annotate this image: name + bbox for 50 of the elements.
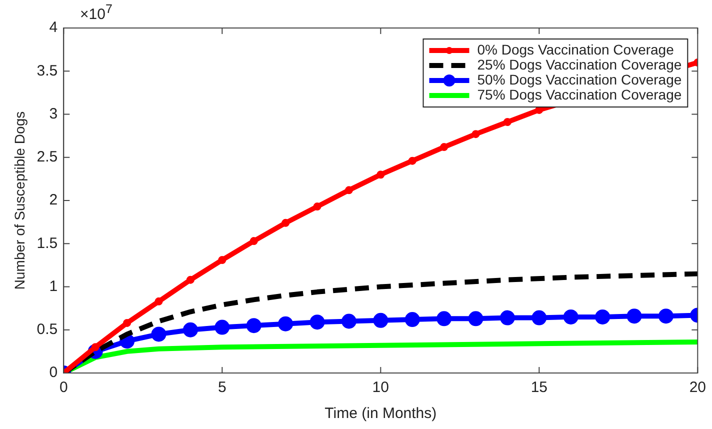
point <box>436 311 452 326</box>
x-axis-title: Time (in Months) <box>324 405 437 422</box>
point <box>250 237 258 246</box>
legend-label: 25% Dogs Vaccination Coverage <box>477 56 682 72</box>
y-tick-label: 0.5 <box>36 321 58 338</box>
point <box>186 276 194 284</box>
y-tick-label: 1 <box>49 278 58 295</box>
point <box>123 318 132 327</box>
point <box>344 186 353 194</box>
point <box>626 308 642 324</box>
point <box>404 312 420 328</box>
text: ×10$^{7}$ <box>80 2 112 23</box>
point <box>472 130 480 138</box>
y-tick-label: 3 <box>49 105 58 122</box>
point <box>278 316 294 332</box>
point <box>151 326 166 342</box>
point <box>154 297 163 306</box>
point <box>532 310 547 326</box>
y-tick-label: 2.5 <box>36 148 58 166</box>
point <box>310 314 325 330</box>
point <box>282 218 290 227</box>
x-tick-label: 15 <box>530 379 548 396</box>
x-tick-label: 5 <box>218 379 226 396</box>
legend-label: 0% Dogs Vaccination Coverage <box>477 41 674 58</box>
y-tick-label: 1.5 <box>36 234 58 252</box>
y-tick-label: 2 <box>49 192 58 209</box>
y-tick-label: 3.5 <box>36 62 58 80</box>
y-tick-label: 4 <box>49 19 58 36</box>
point <box>341 314 356 329</box>
x-tick-label: 10 <box>372 379 389 396</box>
point <box>182 322 198 338</box>
point <box>500 310 515 326</box>
point <box>214 320 230 335</box>
point <box>246 318 262 334</box>
y-axis-title: Number of Susceptible Dogs <box>11 111 28 290</box>
point <box>408 156 416 165</box>
point <box>563 309 578 324</box>
x-tick-label: 20 <box>689 379 706 396</box>
legend-label: 50% Dogs Vaccination Coverage <box>477 71 682 88</box>
legend-label: 75% Dogs Vaccination Coverage <box>477 86 682 102</box>
point <box>313 202 322 211</box>
point <box>658 308 674 324</box>
point <box>440 143 448 152</box>
point <box>595 309 610 324</box>
point <box>503 118 512 126</box>
point <box>376 170 385 179</box>
point <box>468 311 484 326</box>
y-tick-label: 0 <box>49 364 58 382</box>
point <box>373 312 388 328</box>
point <box>218 256 226 264</box>
